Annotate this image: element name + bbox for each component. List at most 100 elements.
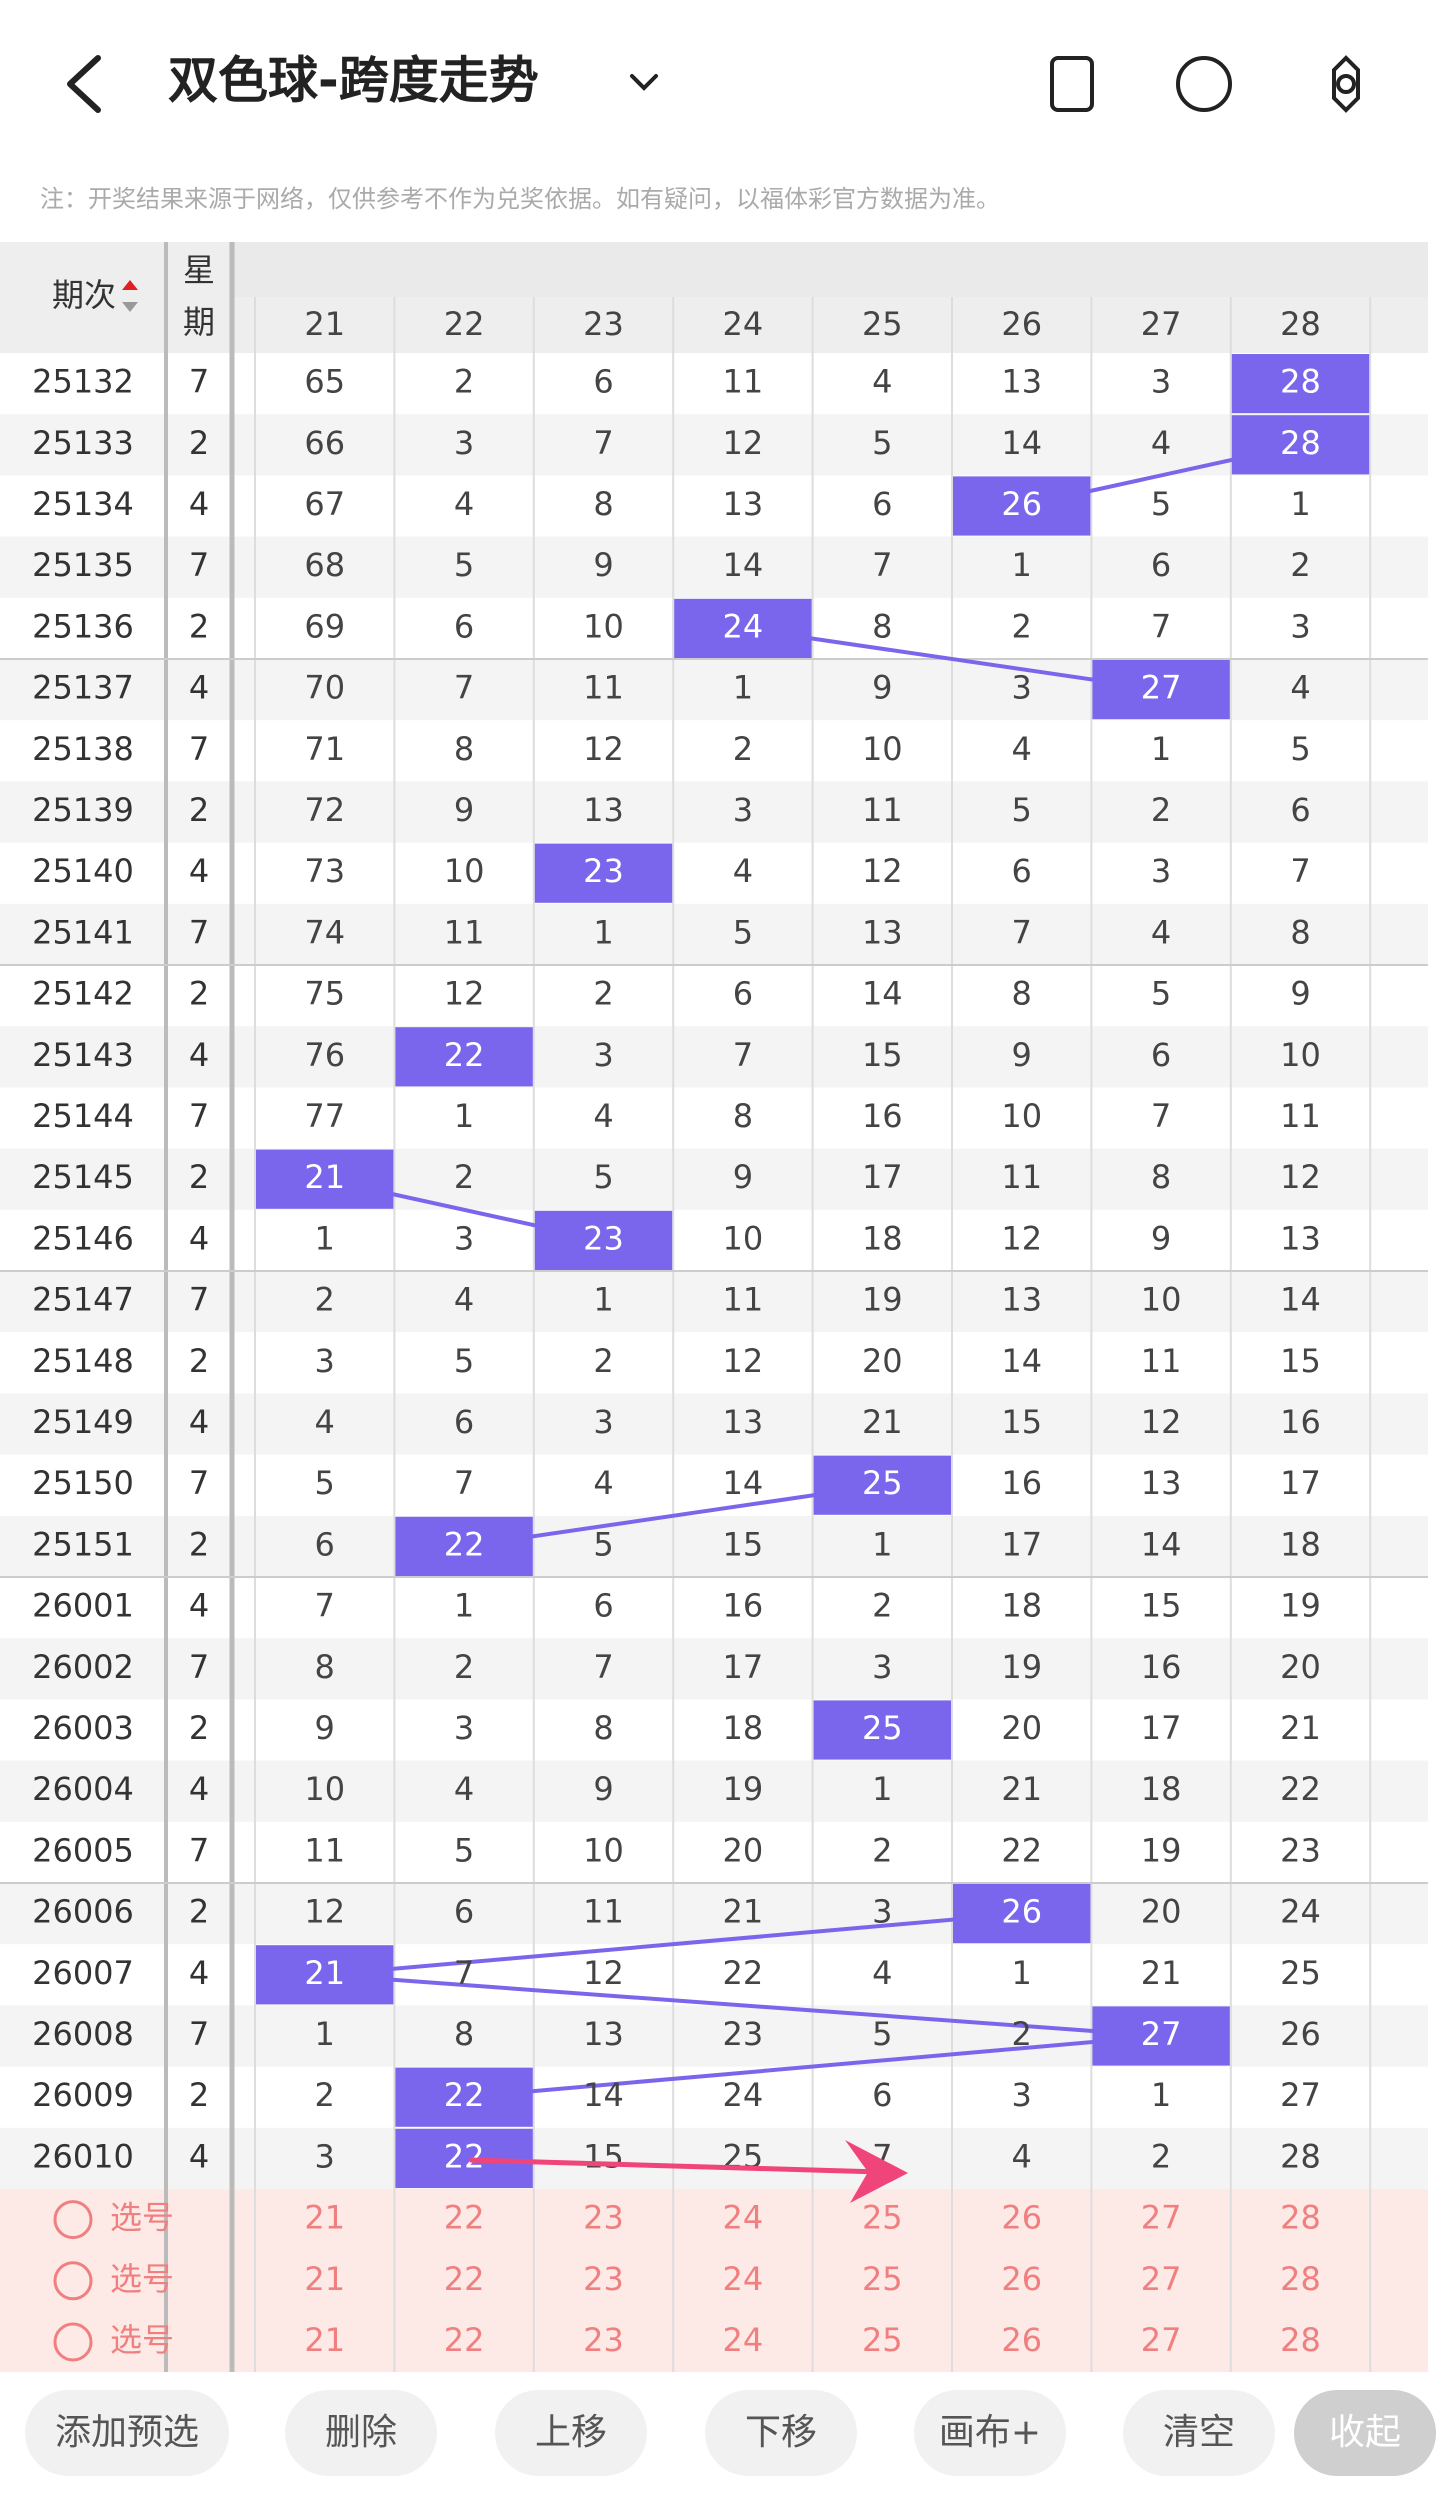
cell: 21 xyxy=(723,1893,764,1931)
select-number[interactable]: 22 xyxy=(444,2199,485,2237)
select-number[interactable]: 24 xyxy=(723,2321,764,2359)
select-bg xyxy=(0,2189,1428,2373)
cell: 12 xyxy=(583,730,624,768)
weekday: 4 xyxy=(189,1770,209,1808)
select-number[interactable]: 26 xyxy=(1001,2260,1042,2298)
select-radio[interactable] xyxy=(53,2261,93,2301)
share-icon[interactable] xyxy=(1176,56,1232,112)
button-bg[interactable] xyxy=(495,2390,647,2476)
cell: 7 xyxy=(1012,913,1032,951)
cell: 22 xyxy=(444,2137,485,2175)
period: 25138 xyxy=(32,730,134,768)
select-label: 选号 xyxy=(110,2321,174,2359)
button-label[interactable]: 上移 xyxy=(535,2412,607,2453)
cell: 12 xyxy=(583,1954,624,1992)
cell: 4 xyxy=(593,1097,613,1135)
cell: 23 xyxy=(1280,1831,1321,1869)
row-bg xyxy=(0,1026,1428,1088)
cell: 22 xyxy=(723,1954,764,1992)
select-number[interactable]: 28 xyxy=(1280,2260,1321,2298)
cell: 2 xyxy=(315,1281,335,1319)
period: 25132 xyxy=(32,363,134,401)
select-number[interactable]: 23 xyxy=(583,2321,624,2359)
back-button[interactable] xyxy=(67,55,101,113)
select-number[interactable]: 23 xyxy=(583,2199,624,2237)
cell: 22 xyxy=(444,1525,485,1563)
period: 25141 xyxy=(32,913,134,951)
cell: 77 xyxy=(304,1097,345,1135)
period: 25137 xyxy=(32,669,134,707)
cell: 13 xyxy=(723,1403,764,1441)
weekday: 2 xyxy=(189,607,209,645)
cell: 75 xyxy=(304,975,345,1013)
button-label[interactable]: 画布+ xyxy=(939,2412,1041,2453)
cell: 5 xyxy=(872,424,892,462)
trend-line xyxy=(324,1972,1162,2038)
cell: 7 xyxy=(1151,607,1171,645)
hit-cell xyxy=(1092,2006,1230,2066)
cell: 11 xyxy=(583,1893,624,1931)
weekday: 4 xyxy=(189,669,209,707)
select-radio[interactable] xyxy=(53,2322,93,2362)
period-header: 期次 xyxy=(52,276,116,314)
cell: 7 xyxy=(454,1464,474,1502)
phone-icon[interactable] xyxy=(1050,56,1094,112)
button-bg[interactable] xyxy=(1294,2390,1436,2476)
select-number[interactable]: 25 xyxy=(862,2260,903,2298)
select-number[interactable]: 22 xyxy=(444,2260,485,2298)
cell: 7 xyxy=(315,1587,335,1625)
select-number[interactable]: 26 xyxy=(1001,2199,1042,2237)
cell: 8 xyxy=(1151,1158,1171,1196)
weekday: 2 xyxy=(189,975,209,1013)
button-label[interactable]: 下移 xyxy=(745,2412,817,2453)
cell: 4 xyxy=(1290,669,1310,707)
weekday: 2 xyxy=(189,1893,209,1931)
cell: 1 xyxy=(1151,2076,1171,2114)
cell: 1 xyxy=(1290,485,1310,523)
button-bg[interactable] xyxy=(914,2390,1066,2476)
select-number[interactable]: 27 xyxy=(1141,2199,1182,2237)
cell: 16 xyxy=(862,1097,903,1135)
weekday: 4 xyxy=(189,1403,209,1441)
cell: 9 xyxy=(315,1709,335,1747)
settings-icon[interactable] xyxy=(1332,55,1360,113)
cell: 14 xyxy=(723,1464,764,1502)
button-bg[interactable] xyxy=(25,2390,229,2476)
cell: 18 xyxy=(1141,1770,1182,1808)
button-bg[interactable] xyxy=(285,2390,437,2476)
button-label[interactable]: 删除 xyxy=(325,2412,397,2453)
cell: 22 xyxy=(444,2076,485,2114)
select-number[interactable]: 21 xyxy=(304,2199,345,2237)
button-bg[interactable] xyxy=(1123,2390,1275,2476)
weekday: 7 xyxy=(189,1831,209,1869)
cell: 9 xyxy=(1151,1219,1171,1257)
select-number[interactable]: 24 xyxy=(723,2260,764,2298)
button-label[interactable]: 收起 xyxy=(1329,2412,1401,2453)
cell: 5 xyxy=(733,913,753,951)
select-number[interactable]: 25 xyxy=(862,2321,903,2359)
select-number[interactable]: 27 xyxy=(1141,2260,1182,2298)
select-number[interactable]: 26 xyxy=(1001,2321,1042,2359)
button-label[interactable]: 添加预选 xyxy=(55,2412,199,2453)
select-number[interactable]: 28 xyxy=(1280,2199,1321,2237)
cell: 6 xyxy=(872,485,892,523)
cell: 14 xyxy=(1141,1525,1182,1563)
select-number[interactable]: 28 xyxy=(1280,2321,1321,2359)
button-bg[interactable] xyxy=(705,2390,857,2476)
select-number[interactable]: 27 xyxy=(1141,2321,1182,2359)
dropdown-icon[interactable] xyxy=(630,74,658,91)
cell: 3 xyxy=(1012,669,1032,707)
row-bg xyxy=(0,536,1428,598)
cell: 5 xyxy=(1012,791,1032,829)
cell: 11 xyxy=(583,669,624,707)
select-number[interactable]: 22 xyxy=(444,2321,485,2359)
select-number[interactable]: 21 xyxy=(304,2260,345,2298)
select-number[interactable]: 25 xyxy=(862,2199,903,2237)
button-label[interactable]: 清空 xyxy=(1163,2412,1235,2453)
cell: 27 xyxy=(1141,2015,1182,2053)
select-radio[interactable] xyxy=(53,2200,93,2240)
select-number[interactable]: 21 xyxy=(304,2321,345,2359)
select-number[interactable]: 23 xyxy=(583,2260,624,2298)
select-number[interactable]: 24 xyxy=(723,2199,764,2237)
column-header: 27 xyxy=(1141,305,1182,343)
